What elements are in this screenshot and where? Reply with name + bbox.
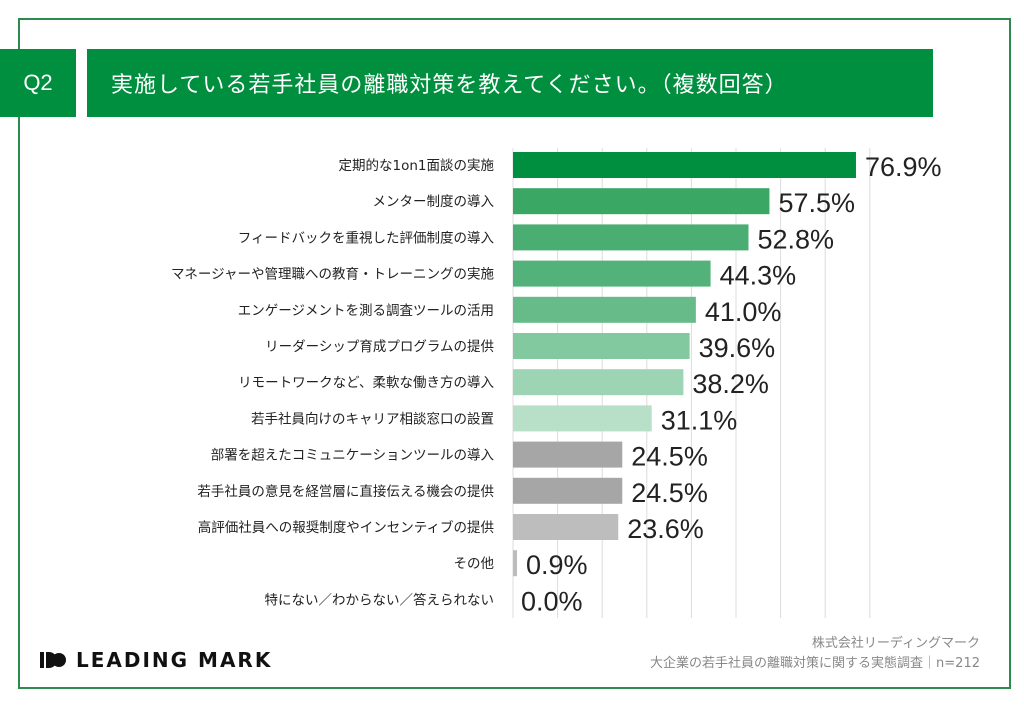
value-label: 0.0%: [521, 586, 583, 616]
value-label: 24.5%: [631, 478, 708, 508]
category-label: リモートワークなど、柔軟な働き方の導入: [238, 375, 494, 391]
category-label: 若手社員の意見を経営層に直接伝える機会の提供: [197, 483, 494, 500]
bar: [513, 224, 749, 251]
bar: [513, 296, 696, 323]
bar: [513, 333, 690, 359]
bar: [513, 477, 623, 504]
bar: [513, 152, 856, 178]
category-label: エンゲージメントを測る調査ツールの活用: [238, 303, 494, 319]
bar: [513, 188, 770, 215]
source-credit: 株式会社リーディングマーク 大企業の若手社員の離職対策に関する実態調査｜n=21…: [650, 634, 980, 674]
bar: [513, 260, 711, 287]
category-label: 定期的な1on1面談の実施: [339, 158, 495, 174]
card-frame: [18, 18, 1011, 689]
category-label: マネージャーや管理職への教育・トレーニングの実施: [171, 267, 495, 283]
question-number: Q2: [0, 49, 76, 117]
value-label: 76.9%: [865, 152, 942, 182]
value-label: 39.6%: [699, 333, 776, 363]
value-label: 23.6%: [627, 514, 704, 544]
category-label: メンター制度の導入: [373, 194, 495, 210]
category-label: フィードバックを重視した評価制度の導入: [238, 230, 495, 246]
value-label: 52.8%: [757, 224, 834, 254]
company-logo: LEADING MARK: [40, 648, 272, 672]
category-label: 若手社員向けのキャリア相談窓口の設置: [251, 410, 494, 427]
value-label: 0.9%: [526, 550, 588, 580]
bar: [513, 441, 623, 468]
leading-mark-logo-icon: [40, 652, 66, 668]
company-name: 株式会社リーディングマーク: [811, 636, 980, 651]
category-label: 特にない／わからない／答えられない: [265, 591, 495, 608]
value-label: 57.5%: [778, 188, 855, 218]
value-label: 31.1%: [661, 405, 738, 435]
category-label: 部署を超えたコミュニケーションツールの導入: [211, 448, 495, 464]
bar: [513, 550, 518, 577]
category-label: リーダーシップ育成プログラムの提供: [265, 339, 494, 355]
question-title: 実施している若手社員の離職対策を教えてください。（複数回答）: [87, 49, 933, 117]
bar: [513, 405, 652, 432]
value-label: 44.3%: [720, 261, 797, 291]
category-label: 高評価社員への報奨制度やインセンティブの提供: [198, 519, 494, 536]
value-label: 38.2%: [692, 369, 769, 399]
logo-text: LEADING MARK: [76, 648, 273, 672]
bar: [513, 369, 684, 396]
value-label: 24.5%: [631, 442, 708, 472]
category-label: その他: [454, 556, 495, 572]
value-label: 41.0%: [705, 297, 782, 327]
bar: [513, 514, 619, 540]
survey-name: 大企業の若手社員の離職対策に関する実態調査｜n=212: [650, 656, 980, 671]
